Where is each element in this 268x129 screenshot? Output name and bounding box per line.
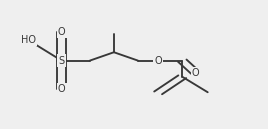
Text: O: O <box>154 56 162 66</box>
Text: HO: HO <box>21 35 36 45</box>
Text: O: O <box>58 27 65 37</box>
Text: S: S <box>59 56 65 66</box>
Text: O: O <box>192 68 199 78</box>
Text: O: O <box>58 84 65 94</box>
